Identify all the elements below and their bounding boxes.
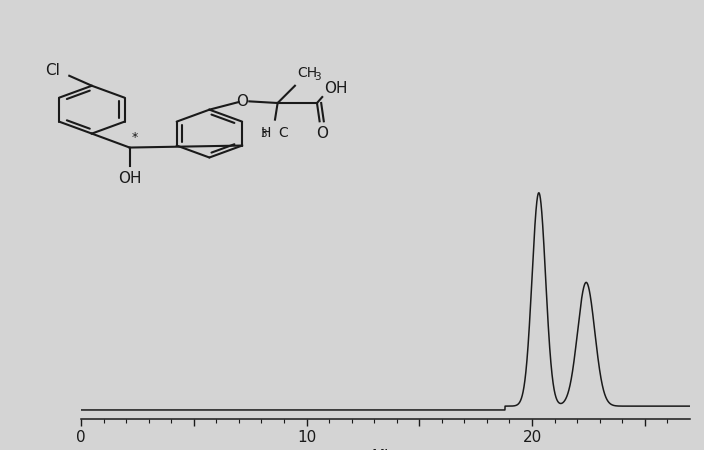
Text: H: H: [261, 126, 271, 140]
Text: 3: 3: [314, 72, 320, 82]
Text: *: *: [132, 131, 138, 144]
Text: O: O: [236, 94, 248, 109]
Text: CH: CH: [298, 66, 318, 80]
Text: C: C: [279, 126, 289, 140]
Text: OH: OH: [325, 81, 348, 96]
Text: Cl: Cl: [46, 63, 61, 78]
X-axis label: Min: Min: [372, 449, 399, 450]
Text: O: O: [315, 126, 327, 141]
Text: 3: 3: [260, 129, 267, 139]
Text: OH: OH: [118, 171, 142, 186]
